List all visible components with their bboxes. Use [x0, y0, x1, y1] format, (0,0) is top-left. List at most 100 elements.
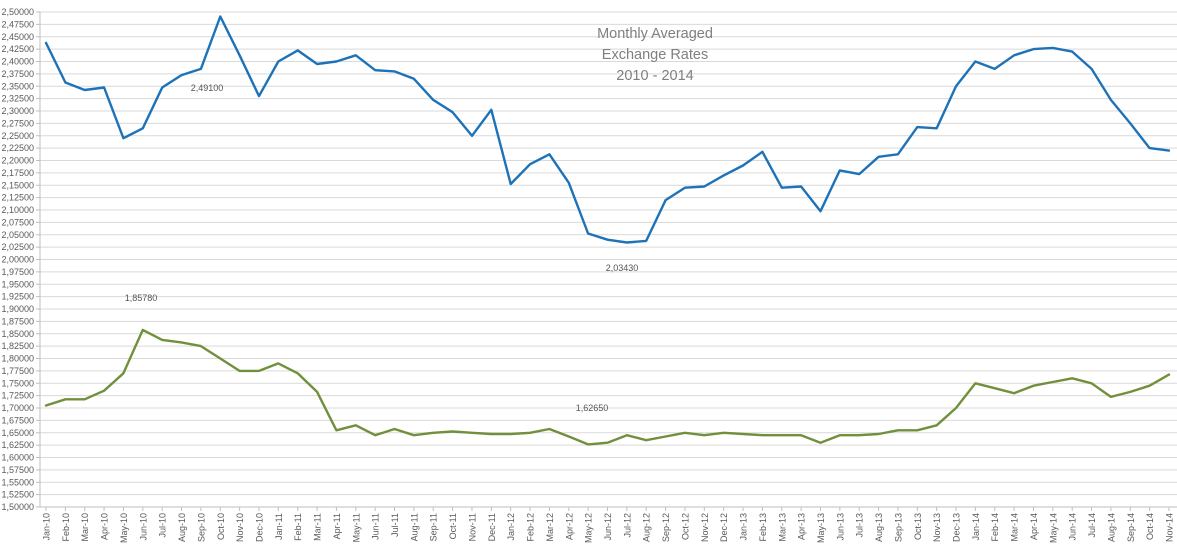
- y-axis-label: 2,40000: [1, 57, 34, 67]
- x-axis-label: Aug-12: [642, 513, 652, 542]
- y-axis-label: 1,85000: [1, 329, 34, 339]
- x-axis-label: Mar-14: [1010, 513, 1020, 542]
- x-axis-label: Nov-12: [700, 513, 710, 542]
- y-axis-label: 2,05000: [1, 230, 34, 240]
- y-axis-label: 1,97500: [1, 267, 34, 277]
- x-axis-label: Jul-10: [158, 513, 168, 538]
- x-axis-label: Sep-13: [893, 513, 903, 542]
- data-label-jul-12: 2,03430: [606, 263, 639, 273]
- x-axis-label: Sep-11: [429, 513, 439, 541]
- y-axis-label: 2,25000: [1, 131, 34, 141]
- y-axis-label: 1,95000: [1, 279, 34, 289]
- y-axis-label: 2,12500: [1, 193, 34, 203]
- x-axis-label: Jan-12: [506, 513, 516, 541]
- y-axis-label: 2,50000: [1, 7, 34, 17]
- x-axis-label: Jun-11: [371, 513, 381, 540]
- x-axis-label: May-10: [119, 513, 129, 543]
- y-axis-label: 2,35000: [1, 81, 34, 91]
- x-axis-label: Feb-10: [61, 513, 71, 542]
- y-axis-label: 2,42500: [1, 44, 34, 54]
- x-axis-label: Nov-11: [467, 513, 477, 541]
- x-axis-label: Dec-12: [719, 513, 729, 542]
- x-axis-label: Oct-14: [1145, 513, 1155, 540]
- y-axis-label: 2,17500: [1, 168, 34, 178]
- y-axis-label: 1,60000: [1, 453, 34, 463]
- x-axis-label: Oct-13: [913, 513, 923, 540]
- x-axis-label: Mar-13: [777, 513, 787, 542]
- x-axis-label: Apr-11: [332, 513, 342, 539]
- x-axis-label: Jan-10: [42, 513, 52, 541]
- y-axis-label: 1,87500: [1, 316, 34, 326]
- x-axis-label: Sep-14: [1126, 513, 1136, 542]
- x-axis-label: Aug-14: [1106, 513, 1116, 542]
- y-axis-label: 1,72500: [1, 391, 34, 401]
- x-axis-label: Jul-14: [1087, 513, 1097, 538]
- x-axis-label: Sep-12: [661, 513, 671, 542]
- x-axis-label: Jun-12: [603, 513, 613, 541]
- x-axis-label: May-11: [351, 513, 361, 542]
- y-axis-label: 1,90000: [1, 304, 34, 314]
- data-label-oct-10: 2,49100: [191, 83, 224, 93]
- x-axis-label: Mar-11: [313, 513, 323, 541]
- y-axis-label: 1,55000: [1, 477, 34, 487]
- x-axis-label: Jul-13: [855, 513, 865, 538]
- x-axis-label: Apr-14: [1029, 513, 1039, 540]
- x-axis-label: Mar-12: [545, 513, 555, 542]
- y-axis-label: 2,00000: [1, 255, 34, 265]
- x-axis-label: Dec-10: [254, 513, 264, 542]
- x-axis-label: Dec-11: [487, 513, 497, 541]
- x-axis-label: Mar-10: [80, 513, 90, 542]
- x-axis-label: May-13: [816, 513, 826, 543]
- y-axis-label: 2,22500: [1, 143, 34, 153]
- y-axis-label: 1,77500: [1, 366, 34, 376]
- x-axis-label: Aug-11: [409, 513, 419, 541]
- x-axis-label: Feb-11: [293, 513, 303, 541]
- x-axis-label: Oct-10: [216, 513, 226, 540]
- x-axis-label: Apr-12: [564, 513, 574, 540]
- x-axis-label: Jan-14: [971, 513, 981, 541]
- x-axis-label: Jun-13: [835, 513, 845, 541]
- y-axis-label: 1,92500: [1, 292, 34, 302]
- x-axis-label: Nov-13: [932, 513, 942, 542]
- x-axis-label: Jun-10: [138, 513, 148, 541]
- x-axis-label: May-14: [1048, 513, 1058, 543]
- y-axis-label: 1,65000: [1, 428, 34, 438]
- data-label-may-12: 1,62650: [576, 403, 609, 413]
- y-axis-label: 1,52500: [1, 490, 34, 500]
- x-axis-label: Jan-11: [274, 513, 284, 540]
- x-axis-label: Feb-14: [990, 513, 1000, 542]
- y-axis-label: 1,62500: [1, 440, 34, 450]
- y-axis-label: 2,27500: [1, 118, 34, 128]
- y-axis-label: 1,57500: [1, 465, 34, 475]
- x-axis-label: Aug-13: [874, 513, 884, 542]
- x-axis-label: Nov-10: [235, 513, 245, 542]
- y-axis-label: 2,32500: [1, 94, 34, 104]
- y-axis-label: 2,47500: [1, 19, 34, 29]
- y-axis-label: 2,20000: [1, 156, 34, 166]
- x-axis-label: Sep-10: [196, 513, 206, 542]
- x-axis-label: Dec-13: [952, 513, 962, 542]
- x-axis-label: Aug-10: [177, 513, 187, 542]
- y-axis-label: 2,37500: [1, 69, 34, 79]
- y-axis-label: 1,50000: [1, 502, 34, 512]
- x-axis-label: Jan-13: [739, 513, 749, 541]
- y-axis-label: 2,15000: [1, 180, 34, 190]
- x-axis-label: Apr-10: [100, 513, 110, 540]
- x-axis-label: Oct-12: [680, 513, 690, 540]
- y-axis-label: 2,10000: [1, 205, 34, 215]
- y-axis-label: 2,02500: [1, 242, 34, 252]
- x-axis-label: Jun-14: [1068, 513, 1078, 541]
- upper-rate-series-line: [44, 15, 1171, 244]
- lower-rate-series-line: [44, 328, 1171, 446]
- y-axis-label: 1,75000: [1, 378, 34, 388]
- data-label-jun-10: 1,85780: [125, 293, 158, 303]
- x-axis-label: Jul-11: [390, 513, 400, 537]
- x-axis-label: Oct-11: [448, 513, 458, 539]
- x-axis-label: Feb-13: [758, 513, 768, 542]
- x-axis-label: Feb-12: [526, 513, 536, 542]
- x-axis-label: May-12: [584, 513, 594, 543]
- y-axis-label: 2,45000: [1, 32, 34, 42]
- y-axis-label: 2,30000: [1, 106, 34, 116]
